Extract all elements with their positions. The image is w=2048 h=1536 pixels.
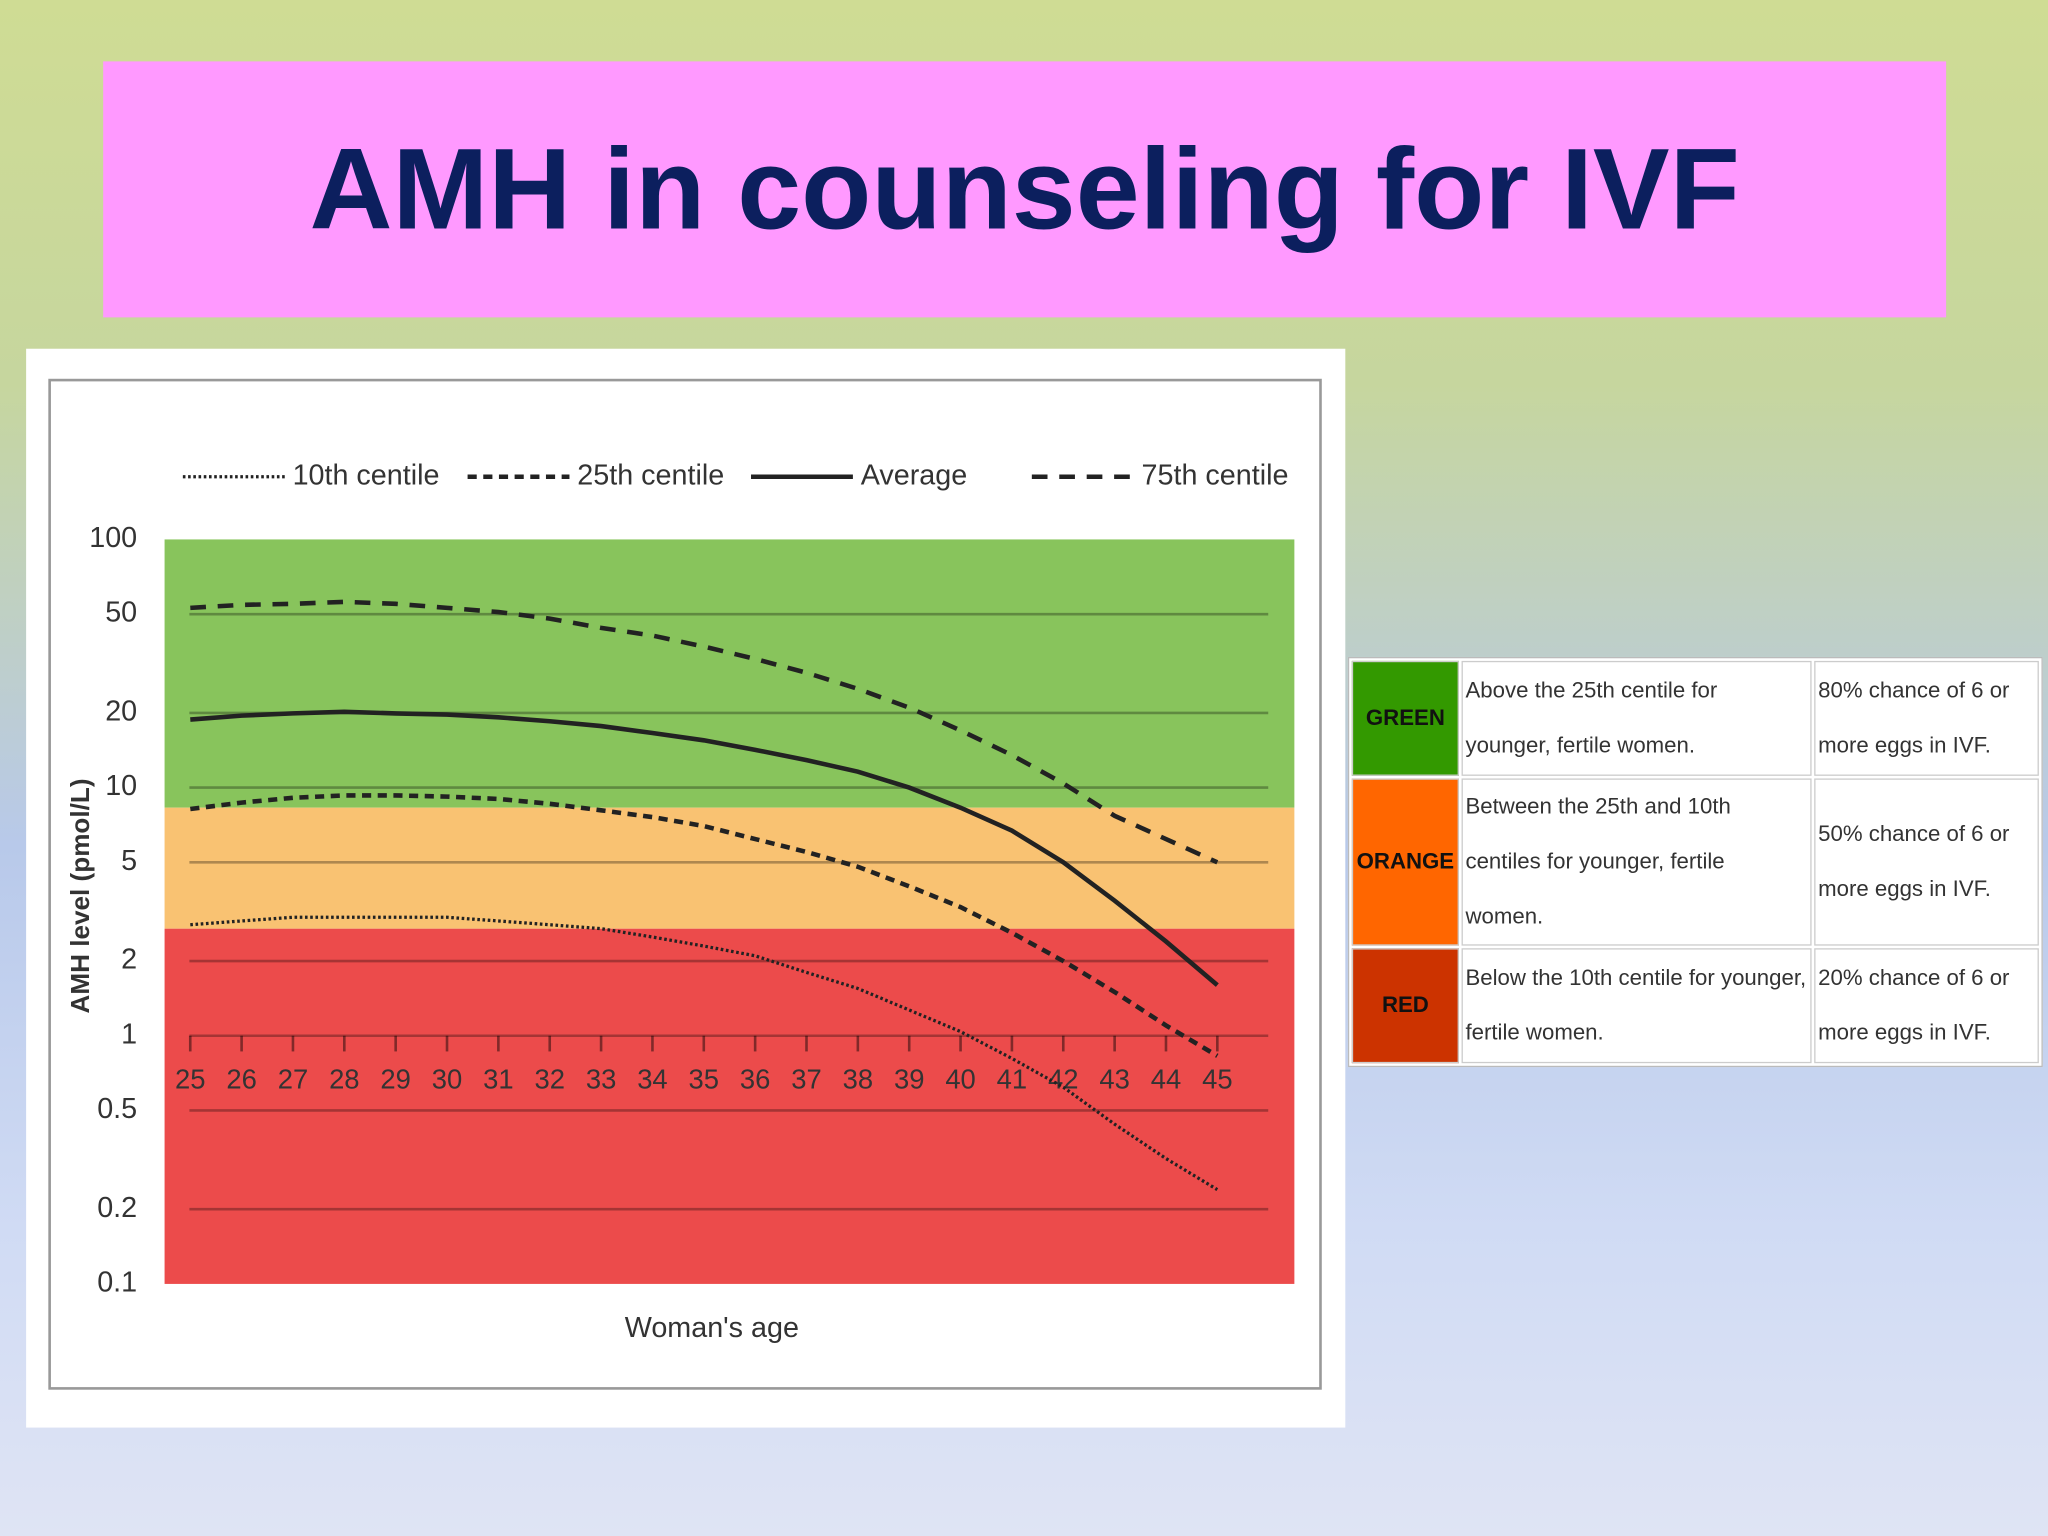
x-tick-label: 38 <box>843 1064 873 1095</box>
x-tick-label: 44 <box>1151 1064 1181 1095</box>
legend-label: 25th centile <box>577 459 724 491</box>
title-box: AMH in counseling for IVF <box>103 61 1947 318</box>
slide-title: AMH in counseling for IVF <box>309 124 1740 254</box>
y-tick-label: 1 <box>121 1018 137 1050</box>
text-cell: 20% chance of 6 or more eggs in IVF. <box>1814 948 2039 1064</box>
y-axis-label: AMH level (pmol/L) <box>65 778 95 1013</box>
band <box>164 928 1295 1284</box>
y-tick-label: 100 <box>89 522 137 554</box>
text-cell: Between the 25th and 10th centiles for y… <box>1461 778 1812 946</box>
x-tick-label: 39 <box>894 1064 924 1095</box>
table-row: ORANGE Between the 25th and 10th centiles… <box>1351 778 2039 946</box>
x-tick-label: 28 <box>329 1064 359 1095</box>
y-tick-label: 50 <box>105 597 137 629</box>
x-tick-label: 32 <box>534 1064 564 1095</box>
legend-label: 10th centile <box>293 459 440 491</box>
zone-cell: ORANGE <box>1351 778 1459 946</box>
y-tick-label: 20 <box>105 695 137 727</box>
band <box>164 539 1295 808</box>
x-tick-label: 30 <box>432 1064 462 1095</box>
series-line <box>190 793 1219 1058</box>
table-row: RED Below the 10th centile for younger, f… <box>1351 948 2039 1064</box>
x-tick-label: 42 <box>1048 1064 1078 1095</box>
band <box>164 807 1295 929</box>
legend-label: Average <box>861 459 967 491</box>
y-tick-label: 0.2 <box>97 1192 137 1224</box>
x-tick-label: 45 <box>1202 1064 1232 1095</box>
y-tick-label: 0.5 <box>97 1093 137 1125</box>
x-tick-label: 41 <box>997 1064 1027 1095</box>
x-tick-label: 36 <box>740 1064 770 1095</box>
text-cell: Below the 10th centile for younger, fert… <box>1461 948 1812 1064</box>
x-tick-label: 25 <box>175 1064 205 1095</box>
x-tick-label: 34 <box>637 1064 667 1095</box>
x-tick-label: 31 <box>483 1064 513 1095</box>
legend-label: 75th centile <box>1142 459 1289 491</box>
y-tick-label: 5 <box>121 845 137 877</box>
x-tick-label: 35 <box>689 1064 719 1095</box>
x-tick-label: 29 <box>380 1064 410 1095</box>
zone-cell: RED <box>1351 948 1459 1064</box>
x-tick-label: 37 <box>791 1064 821 1095</box>
series-line <box>190 599 1219 865</box>
series-line <box>190 709 1219 987</box>
text-cell: Above the 25th centile for younger, fert… <box>1461 660 1812 776</box>
y-tick-label: 10 <box>105 770 137 802</box>
legend-table: GREEN Above the 25th centile for younger,… <box>1347 656 2043 1068</box>
x-axis-label: Woman's age <box>625 1312 799 1344</box>
x-tick-label: 40 <box>945 1064 975 1095</box>
zone-cell: GREEN <box>1351 660 1459 776</box>
x-tick-label: 27 <box>278 1064 308 1095</box>
text-cell: 80% chance of 6 or more eggs in IVF. <box>1814 660 2039 776</box>
x-tick-label: 33 <box>586 1064 616 1095</box>
y-tick-label: 2 <box>121 944 137 976</box>
table-row: GREEN Above the 25th centile for younger,… <box>1351 660 2039 776</box>
x-tick-label: 26 <box>226 1064 256 1095</box>
text-cell: 50% chance of 6 or more eggs in IVF. <box>1814 778 2039 946</box>
x-tick-label: 43 <box>1099 1064 1129 1095</box>
series-line <box>190 915 1219 1192</box>
y-tick-label: 0.1 <box>97 1267 137 1299</box>
chart-frame <box>48 378 1322 1390</box>
